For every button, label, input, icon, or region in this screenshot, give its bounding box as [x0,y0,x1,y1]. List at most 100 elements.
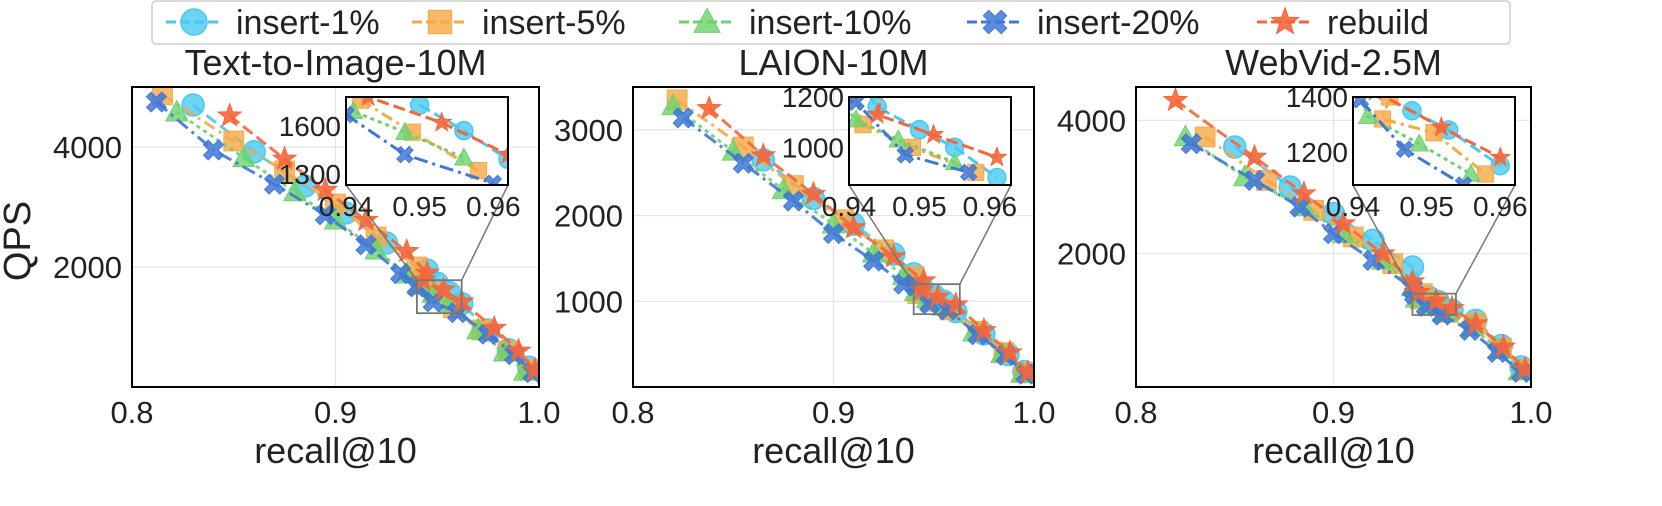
plot-area [1162,87,1531,383]
inset-point-insert-10% [849,109,866,128]
data-point-insert-20% [355,234,377,256]
inset: 0.94 0.95 0.96 1300 1600 [279,96,521,222]
data-point-rebuild [1423,287,1450,313]
data-point-insert-1% [1223,135,1247,159]
x-tick-label: 1.0 [517,395,560,430]
data-point-insert-20% [782,190,805,212]
inset-point-insert-1% [454,120,474,141]
data-point-rebuild [880,243,907,268]
inset-point-rebuild [866,103,888,124]
data-point-insert-20% [672,107,694,129]
inset-point-insert-10% [888,129,909,148]
data-point-rebuild [1490,333,1517,359]
x-tick-label: 0.9 [1312,395,1355,430]
inset-point-insert-20% [1395,140,1414,159]
axes-frame [632,86,1035,388]
zoom-region [1411,292,1457,316]
data-point-insert-20% [1243,169,1266,191]
inset-x-tick-label: 0.96 [963,191,1018,222]
inset-frame [345,96,509,186]
legend-marker-circle [180,8,208,36]
data-point-rebuild [505,337,532,363]
legend-label: insert-5% [482,4,626,42]
data-point-insert-20% [732,152,754,174]
zoom-connector [848,184,915,285]
inset-line-insert-10% [1360,97,1472,176]
inset-point-insert-10% [453,147,474,166]
x-tick-label: 0.8 [611,395,654,430]
data-point-rebuild [430,276,457,301]
legend-label: insert-20% [1037,4,1200,42]
inset-x-tick-label: 0.94 [1326,191,1381,222]
panel-3: WebVid-2.5M 0.8 0.9 1.0 2000 4000 recall@10 0.9… [1057,42,1553,471]
y-tick-label: 2000 [1057,237,1126,272]
x-tick-label: 0.9 [314,395,357,430]
zoom-connector [345,184,418,281]
inset-point-rebuild [986,145,1008,167]
legend: insert-1% insert-5% insert-10% insert-20% re… [151,0,1511,45]
plot-area [145,87,539,384]
inset-line-insert-20% [849,99,970,174]
data-point-insert-20% [202,139,225,161]
data-point-insert-20% [1180,133,1202,155]
data-point-rebuild [393,237,420,263]
inset-line-insert-20% [1357,97,1465,185]
inset-point-insert-10% [1409,133,1430,152]
legend-marker-triangle [693,7,721,33]
data-point-rebuild [971,316,997,342]
inset-point-insert-20% [959,163,978,182]
data-point-rebuild [696,94,723,120]
legend-label: rebuild [1327,4,1429,42]
inset-point-insert-20% [396,145,414,164]
x-tick-label: 1.0 [1012,395,1055,430]
inset-point-insert-5% [1476,165,1495,183]
inset-line-insert-10% [346,104,465,160]
inset-line-rebuild [365,97,508,156]
inset-line-insert-1% [868,97,998,179]
data-point-insert-5% [223,130,245,152]
data-point-rebuild [942,291,969,316]
x-tick-label: 0.8 [1114,395,1157,430]
data-point-rebuild [800,180,827,206]
x-axis-label: recall@10 [752,430,915,471]
data-point-insert-20% [145,91,168,113]
data-point-rebuild [1015,358,1034,384]
inset-x-tick-label: 0.94 [822,191,877,222]
data-point-rebuild [1439,294,1465,320]
inset-x-tick-label: 0.96 [1473,191,1528,222]
data-point-rebuild [924,283,951,309]
zoom-region [415,279,463,315]
inset-y-tick-label: 1200 [782,82,844,113]
legend-frame [151,0,1511,45]
legend-marker-x [982,9,1008,35]
x-tick-label: 0.8 [110,395,153,430]
inset-y-tick-label: 1400 [1286,82,1348,113]
inset-x-tick-label: 0.94 [319,191,374,222]
inset-point-rebuild [1430,115,1453,137]
zoom-connector [959,184,1012,285]
inset-x-tick-label: 0.95 [1399,191,1454,222]
inset-point-insert-1% [987,167,1007,185]
panels: Text-to-Image-10M 0.8 0.9 1.0 2000 4000 recall… [53,42,1553,471]
inset-point-insert-20% [484,174,503,185]
y-tick-label: 3000 [554,113,623,148]
y-tick-label: 2000 [53,250,122,285]
inset: 0.94 0.95 0.96 1000 1200 [782,82,1018,222]
x-tick-label: 0.9 [812,395,855,430]
inset-point-rebuild [497,143,508,164]
panel-1: Text-to-Image-10M 0.8 0.9 1.0 2000 4000 recall… [53,42,561,471]
y-tick-label: 4000 [53,130,122,165]
legend-marker-star [1269,6,1301,35]
y-axis-label: QPS [0,201,39,281]
axes-frame [131,86,540,388]
data-point-rebuild [1241,143,1268,169]
inset-point-insert-20% [896,146,915,164]
panel-title: WebVid-2.5M [1225,42,1442,83]
zoom-connector [1352,184,1414,295]
data-point-rebuild [271,145,298,171]
inset-point-rebuild [361,97,375,107]
data-point-rebuild [750,142,777,167]
data-point-insert-10% [282,179,307,202]
